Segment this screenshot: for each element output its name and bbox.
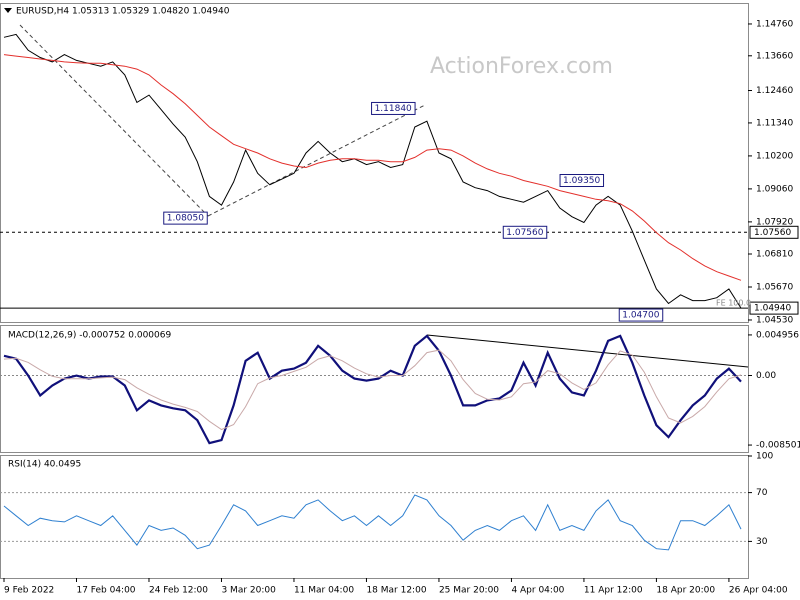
y-tick-label: 1.11340 [756, 118, 793, 128]
price-label-box [749, 225, 799, 239]
x-tick-label: 25 Mar 20:00 [439, 586, 499, 596]
y-tick-label: 70 [756, 488, 768, 498]
y-tick-label: 1.10200 [756, 151, 793, 161]
x-tick-label: 4 Apr 04:00 [511, 586, 564, 596]
annotation-box [502, 225, 548, 239]
y-tick-label: 1.05670 [756, 282, 793, 292]
annotation-label: 1.04700 [622, 311, 659, 321]
annotation-label: 1.11840 [375, 104, 412, 114]
x-tick-label: 11 Apr 12:00 [584, 586, 643, 596]
x-tick-label: 17 Feb 04:00 [76, 586, 135, 596]
annotation-box [371, 101, 416, 115]
macd-trend-line [426, 334, 749, 368]
y-tick-label: 1.07920 [756, 217, 793, 227]
fe-label: FE 100.0 [716, 299, 751, 308]
price-panel [0, 3, 749, 323]
price-label: 1.04940 [754, 304, 791, 314]
macd-panel [0, 325, 749, 453]
series-line [3, 334, 742, 445]
y-tick-label: 1.04530 [756, 315, 793, 325]
y-tick-label: 1.06810 [756, 250, 793, 260]
trend-line [207, 104, 426, 217]
series-line [3, 494, 742, 551]
watermark: ActionForex.com [430, 54, 613, 79]
x-tick-label: 26 Apr 04:00 [729, 586, 788, 596]
rsi-panel [0, 455, 749, 579]
x-tick-label: 3 Mar 20:00 [221, 586, 276, 596]
x-tick-label: 18 Mar 12:00 [366, 586, 426, 596]
x-tick-label: 18 Apr 20:00 [656, 586, 715, 596]
rsi-title: RSI(14) 40.0495 [8, 460, 81, 470]
annotation-box [163, 211, 208, 225]
y-tick-label: 0.00 [756, 371, 776, 381]
price-label-box [749, 301, 799, 315]
price-label: 1.07560 [754, 228, 791, 238]
y-tick-label: 1.13660 [756, 51, 793, 61]
x-tick-label: 9 Feb 2022 [4, 586, 54, 596]
x-tick-label: 24 Feb 12:00 [149, 586, 208, 596]
y-tick-label: 1.12460 [756, 86, 793, 96]
chart-title: EURUSD,H4 1.05313 1.05329 1.04820 1.0494… [16, 7, 230, 17]
series-line [3, 54, 742, 281]
annotation-label: 1.08050 [167, 214, 204, 224]
y-tick-label: 30 [756, 537, 768, 547]
annotation-box [559, 174, 605, 188]
macd-title: MACD(12,26,9) -0.000752 0.000069 [8, 331, 171, 341]
annotation-label: 1.09350 [563, 176, 600, 186]
series-line [3, 349, 742, 431]
y-tick-label: 1.09060 [756, 184, 793, 194]
trend-line [19, 24, 209, 217]
annotation-label: 1.07560 [506, 228, 543, 238]
annotation-box [618, 308, 664, 322]
y-tick-label: 1.14760 [756, 19, 793, 29]
symbol-marker [4, 8, 12, 13]
y-tick-label: 100 [756, 452, 773, 462]
x-tick-label: 11 Mar 04:00 [294, 586, 354, 596]
y-tick-label: -0.008501 [756, 441, 800, 451]
y-tick-label: 0.004956 [756, 330, 799, 340]
